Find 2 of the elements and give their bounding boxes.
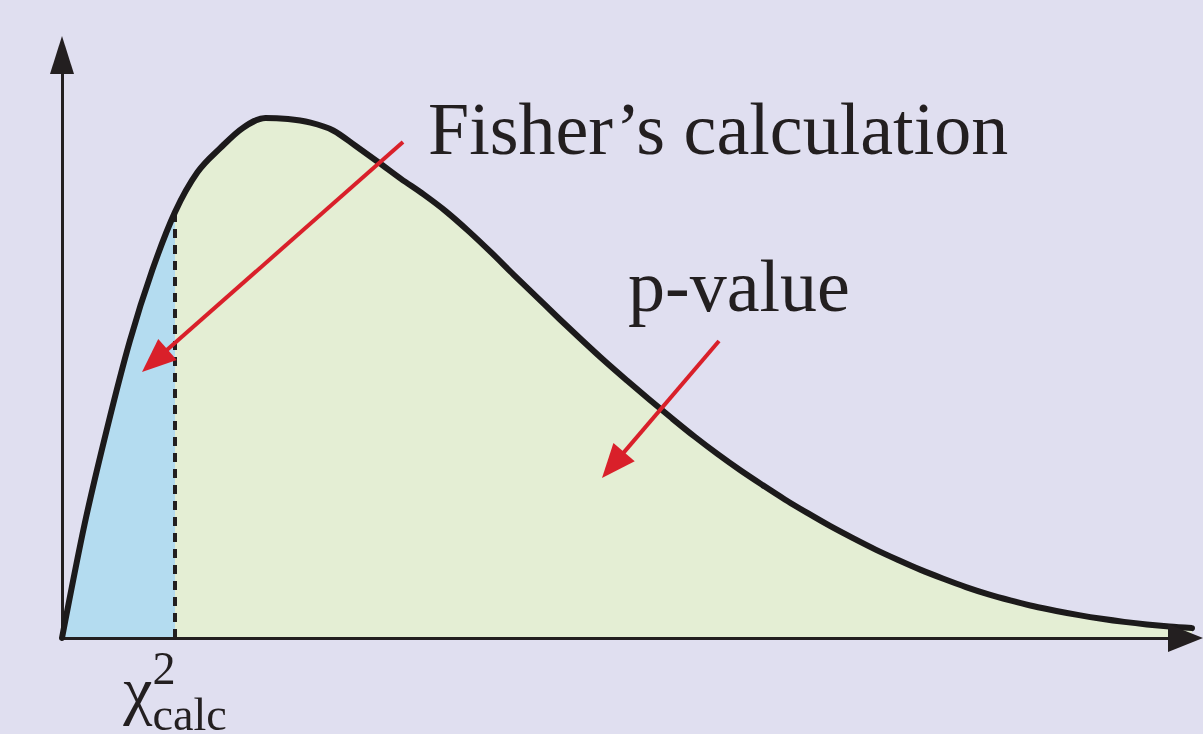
annotation: p-value (628, 245, 850, 327)
annotation: Fisher’s calculation (428, 88, 1009, 170)
